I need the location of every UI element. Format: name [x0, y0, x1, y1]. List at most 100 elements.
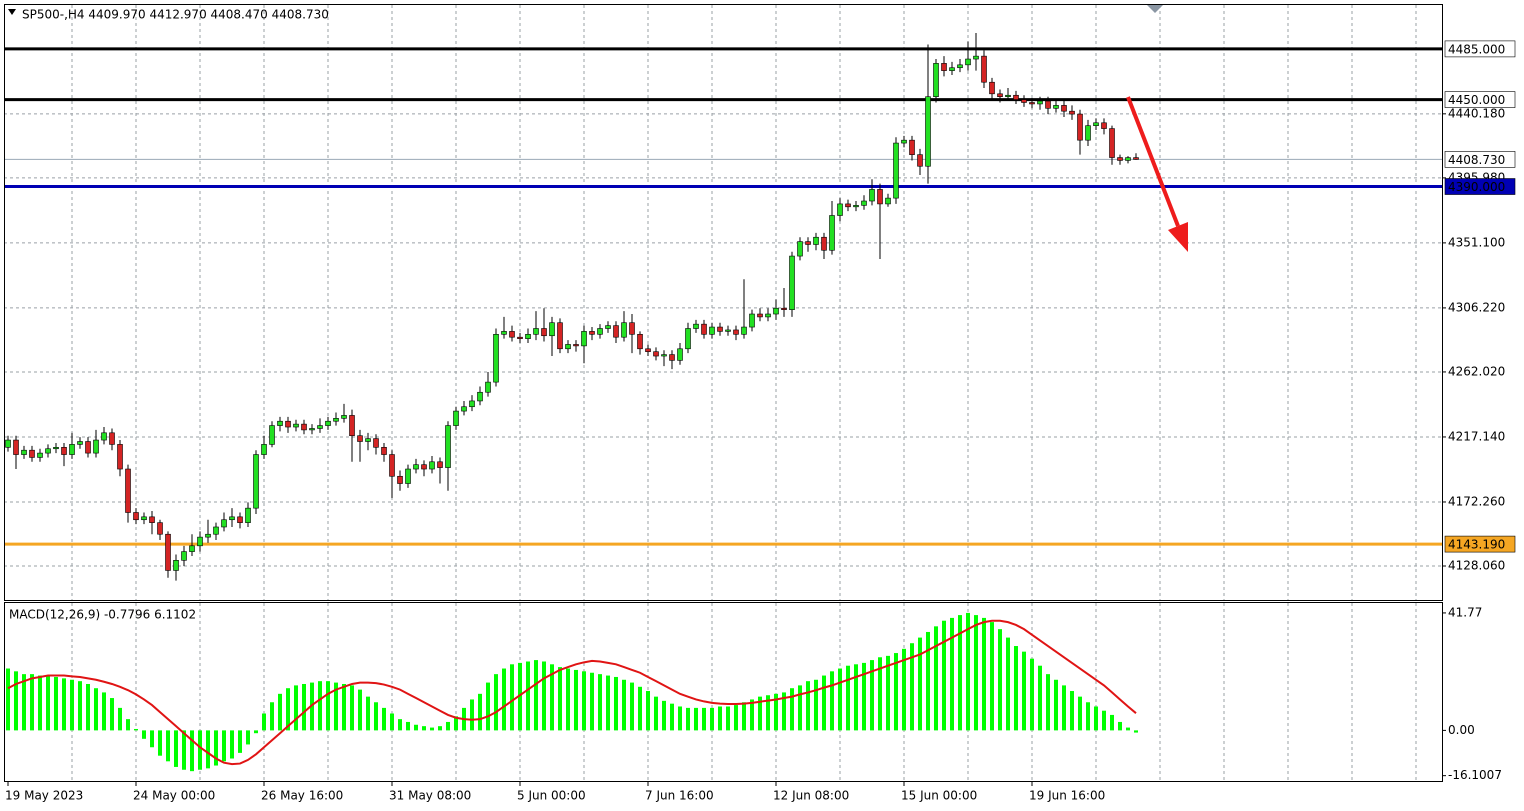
macd-bar: [110, 698, 114, 731]
macd-bar: [238, 730, 242, 753]
candle-body: [957, 64, 963, 69]
macd-bar: [558, 667, 562, 731]
candle-body: [789, 255, 795, 310]
candle-body: [573, 344, 579, 347]
candle-body: [1093, 122, 1099, 126]
macd-bar: [118, 707, 122, 731]
candle-body: [845, 203, 851, 208]
candle-body: [541, 328, 547, 337]
macd-bar: [878, 657, 882, 731]
candle-body: [637, 333, 643, 350]
candle-body: [253, 454, 259, 509]
candle-body: [69, 444, 75, 455]
macd-bar: [390, 713, 394, 731]
candle-body: [605, 325, 611, 329]
candle-body: [325, 420, 331, 426]
macd-bar: [78, 681, 82, 731]
macd-bar: [566, 668, 570, 731]
price-label-box: [1444, 40, 1516, 58]
candle-body: [469, 400, 475, 408]
macd-bar: [294, 685, 298, 731]
x-tick-label: 12 Jun 08:00: [773, 789, 849, 803]
candle-body: [1109, 128, 1115, 158]
candle-body: [109, 432, 115, 445]
macd-bar: [6, 668, 10, 731]
candle-body: [173, 560, 179, 571]
candle-body: [1077, 113, 1083, 141]
macd-bar: [182, 730, 186, 770]
macd-bar: [414, 724, 418, 731]
candle-body: [781, 307, 787, 310]
candle-body: [669, 354, 675, 361]
macd-bar: [470, 699, 474, 731]
macd-bar: [1086, 702, 1090, 731]
candle-body: [565, 344, 571, 350]
candle-body: [869, 189, 875, 202]
candle-body: [413, 464, 419, 470]
candle-body: [933, 63, 939, 98]
candle-body: [405, 468, 411, 484]
chart-title: SP500-,H4 4409.970 4412.970 4408.470 440…: [22, 8, 329, 22]
candle-body: [293, 423, 299, 428]
macd-bar: [814, 679, 818, 731]
candle-body: [821, 236, 827, 251]
price-label: 4143.190: [1448, 538, 1505, 552]
y-tick-label: 4351.100: [1448, 235, 1505, 249]
candle-body: [5, 439, 11, 448]
candle-body: [221, 519, 227, 528]
macd-bar: [1070, 691, 1074, 731]
macd-bar: [830, 671, 834, 731]
candle-body: [885, 197, 891, 205]
candle-body: [1029, 102, 1035, 105]
macd-bar: [1054, 679, 1058, 731]
candle-body: [397, 475, 403, 484]
macd-bar: [926, 631, 930, 731]
macd-bar: [606, 675, 610, 731]
macd-bar: [710, 707, 714, 731]
candle-body: [141, 516, 147, 521]
macd-bar: [494, 674, 498, 731]
macd-bar: [142, 730, 146, 739]
price-label-box: [1444, 151, 1516, 168]
macd-bar: [718, 706, 722, 731]
candle-body: [797, 241, 803, 257]
candle-body: [653, 351, 659, 357]
candle-body: [1053, 105, 1059, 109]
price-label: 4390.000: [1448, 180, 1505, 194]
macd-bar: [206, 730, 210, 769]
macd-bar: [694, 707, 698, 731]
macd-bar: [838, 668, 842, 731]
candle-body: [341, 415, 347, 419]
macd-bar: [1022, 651, 1026, 731]
macd-bar: [86, 683, 90, 731]
macd-bar: [974, 615, 978, 731]
macd-bar: [1118, 721, 1122, 731]
x-tick-label: 15 Jun 00:00: [901, 789, 977, 803]
macd-bar: [198, 730, 202, 770]
x-tick-label: 5 Jun 00:00: [517, 789, 586, 803]
candle-body: [37, 452, 43, 458]
macd-bar: [398, 719, 402, 731]
macd-bar: [982, 617, 986, 731]
candle-body: [997, 93, 1003, 98]
macd-bar: [358, 689, 362, 731]
candle-body: [53, 447, 59, 450]
candle-body: [453, 410, 459, 426]
macd-bar: [774, 693, 778, 731]
macd-bar: [758, 696, 762, 731]
macd-bar: [382, 707, 386, 731]
macd-bar: [958, 615, 962, 731]
candle-body: [125, 468, 131, 513]
candle-body: [245, 507, 251, 523]
candle-body: [1069, 110, 1075, 115]
candle-body: [93, 439, 99, 454]
candle-body: [1117, 157, 1123, 161]
macd-bar: [766, 695, 770, 731]
macd-bar: [502, 668, 506, 731]
candle-body: [493, 333, 499, 383]
macd-bar: [270, 702, 274, 731]
candle-body: [477, 391, 483, 402]
shift-marker: [1147, 5, 1163, 13]
macd-bar: [1006, 637, 1010, 731]
